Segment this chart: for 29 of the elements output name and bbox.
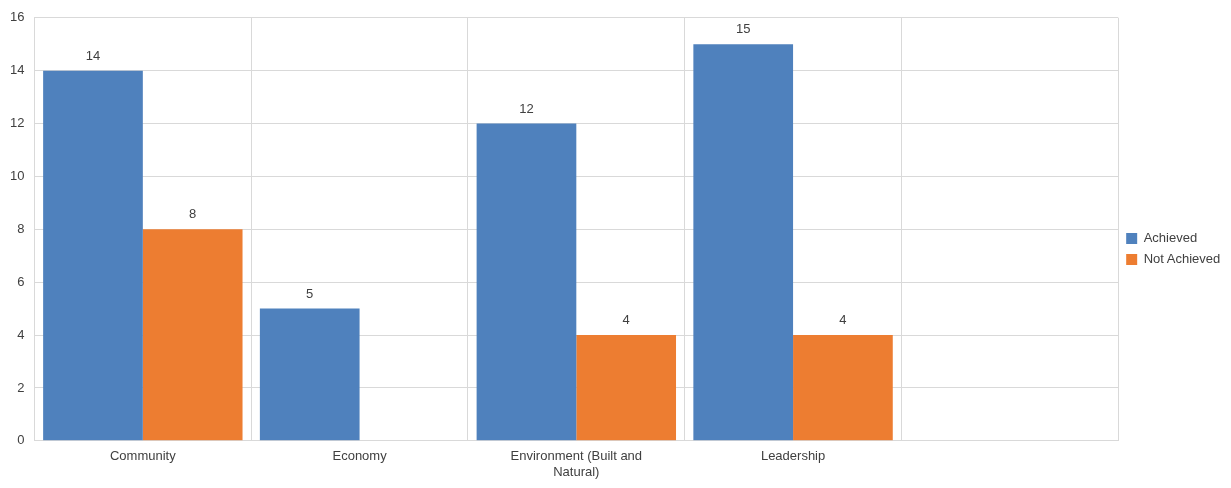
data-label: 14 xyxy=(85,47,101,63)
y-tick-label: 4 xyxy=(17,326,25,342)
data-label: 4 xyxy=(622,312,630,328)
bar xyxy=(693,44,794,441)
bar xyxy=(142,229,243,441)
legend-label: Not Achieved xyxy=(1143,251,1221,267)
legend-label: Achieved xyxy=(1143,230,1198,246)
data-label: 8 xyxy=(189,206,197,222)
y-tick-label: 10 xyxy=(9,168,25,183)
data-label: 12 xyxy=(519,100,534,116)
data-label: 5 xyxy=(306,285,314,301)
y-tick-label: 6 xyxy=(17,273,25,289)
bar xyxy=(259,308,360,441)
data-label: 4 xyxy=(839,312,847,328)
bar xyxy=(43,70,143,441)
bar xyxy=(793,335,893,441)
x-tick-label: Economy xyxy=(332,448,388,464)
bar xyxy=(476,123,577,441)
y-tick-label: 2 xyxy=(17,379,25,395)
y-tick-label: 0 xyxy=(17,432,25,448)
y-tick-label: 16 xyxy=(9,9,25,25)
data-label: 15 xyxy=(735,21,751,37)
x-tick-label: Leadership xyxy=(760,448,826,464)
bar xyxy=(576,335,677,441)
y-tick-label: 14 xyxy=(9,62,25,78)
y-tick-label: 8 xyxy=(17,220,25,236)
x-tick-label: Environment (Built and Natural) xyxy=(510,448,643,479)
x-tick-label: Community xyxy=(109,448,177,464)
y-tick-label: 12 xyxy=(9,115,25,131)
